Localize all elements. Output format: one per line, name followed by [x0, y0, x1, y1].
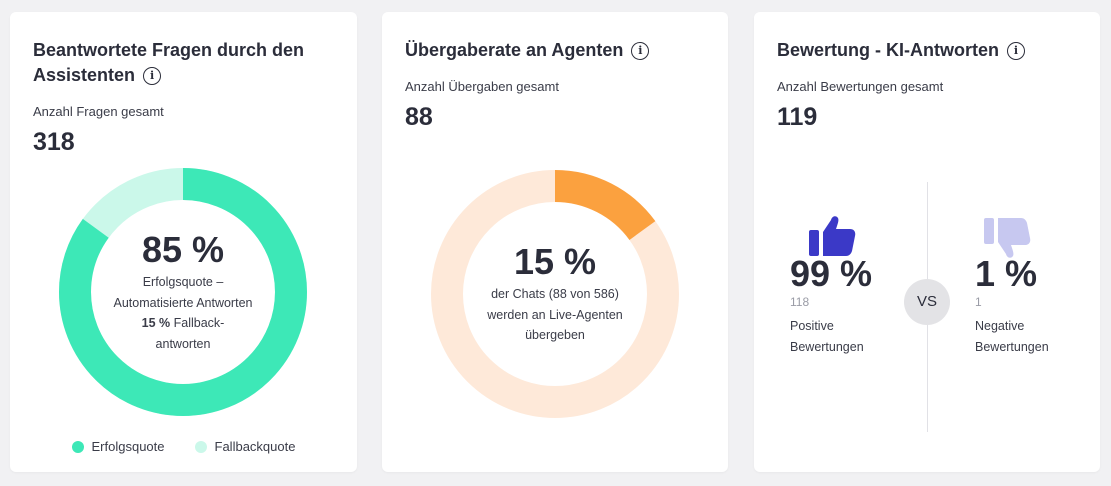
total-ratings-value: 119 [777, 103, 818, 131]
card-title: Übergaberate an Agenten i [405, 38, 705, 63]
answered-questions-card: Beantwortete Fragen durch den Assistente… [10, 12, 357, 472]
handover-rate-percent: 15 % [513, 241, 597, 283]
negative-count: 1 [975, 295, 982, 309]
legend-dot [194, 440, 207, 453]
thumbs-up-icon [809, 216, 856, 256]
donut-chart [431, 170, 679, 418]
negative-rating: 1 % 1 Negative Bewertungen [975, 212, 1095, 357]
info-icon[interactable]: i [631, 42, 650, 60]
legend-dot [71, 440, 84, 453]
handover-rate-card: Übergaberate an Agenten i Anzahl Übergabe… [382, 12, 728, 472]
legend-item-fallback[interactable]: Fallbackquote [194, 439, 295, 454]
donut-chart [59, 168, 307, 416]
success-rate-percent: 85 % [141, 229, 225, 270]
card-title: Beantwortete Fragen durch den Assistente… [33, 40, 305, 85]
total-ratings-label: Anzahl Bewertungen gesamt [777, 79, 944, 94]
success-rate-donut: 85 % Erfolgsquote – Automatisierte Antwo… [59, 168, 307, 416]
donut-legend: Erfolgsquote Fallbackquote [10, 439, 357, 454]
handover-rate-description: der Chats (88 von 586) werden an Live-Ag… [487, 287, 623, 343]
thumbs-down-icon [984, 218, 1031, 258]
total-questions-label: Anzahl Fragen gesamt [33, 104, 164, 119]
positive-count: 118 [790, 295, 810, 309]
total-handovers-label: Anzahl Übergaben gesamt [405, 79, 559, 94]
info-icon[interactable]: i [1007, 42, 1025, 60]
positive-percent: 99 % [790, 253, 873, 294]
card-title: Bewertung - KI-Antworten i [777, 38, 1077, 63]
positive-rating: 99 % 118 Positive Bewertungen [790, 212, 910, 357]
success-rate-description: Erfolgsquote – Automatisierte Antworten … [113, 275, 253, 351]
handover-rate-donut: 15 % der Chats (88 von 586) werden an Li… [431, 170, 679, 418]
positive-label: Positive Bewertungen [790, 319, 864, 354]
ai-rating-card: Bewertung - KI-Antworten i Anzahl Bewertu… [754, 12, 1100, 472]
negative-percent: 1 % [975, 253, 1038, 294]
legend-item-success[interactable]: Erfolgsquote [71, 439, 165, 454]
total-questions-value: 318 [33, 128, 75, 156]
info-icon[interactable]: i [143, 67, 162, 85]
total-handovers-value: 88 [405, 103, 433, 131]
vs-badge: VS [904, 279, 950, 325]
negative-label: Negative Bewertungen [975, 319, 1049, 354]
